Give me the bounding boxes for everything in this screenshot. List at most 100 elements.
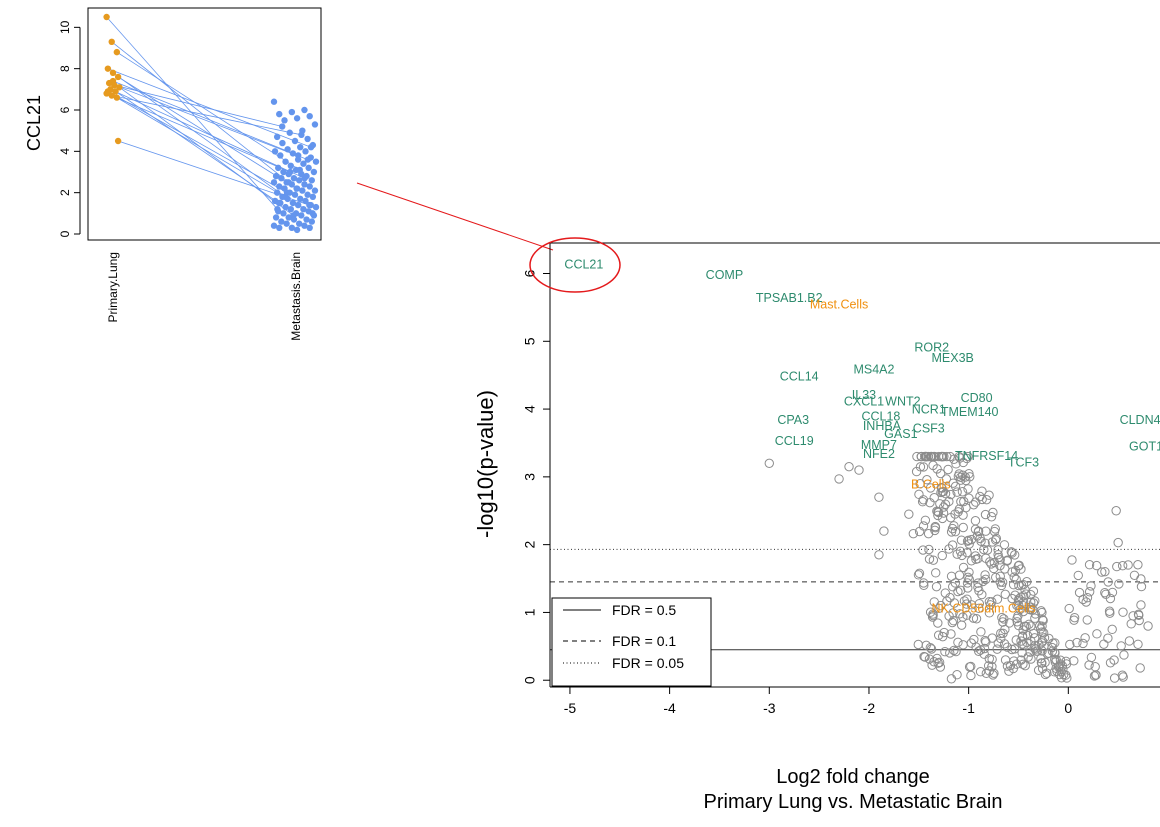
paired-line — [112, 72, 286, 198]
paired-x-label-primary: Primary.Lung — [106, 252, 120, 322]
gene-point — [1050, 648, 1060, 658]
volcano-x-tick-label: -4 — [663, 700, 676, 716]
gene-point — [992, 594, 1003, 604]
gene-point — [995, 555, 1005, 565]
gene-point — [948, 478, 958, 488]
paired-lines — [106, 16, 313, 216]
gene-point — [922, 475, 932, 485]
gene-point — [932, 464, 942, 474]
gene-point — [1056, 673, 1067, 683]
gene-point — [984, 490, 994, 500]
gene-point — [874, 550, 884, 560]
gene-point — [1056, 666, 1066, 677]
paired-line — [111, 41, 289, 183]
gene-point — [1010, 590, 1020, 600]
metastasis-point — [292, 210, 300, 217]
gene-point — [956, 620, 967, 630]
metastasis-point — [294, 201, 302, 209]
gene-point — [969, 634, 979, 645]
gene-label: CCL19 — [775, 434, 814, 448]
gene-point — [963, 484, 973, 494]
metastasis-point — [272, 172, 280, 180]
metastasis-point — [276, 183, 283, 190]
metastasis-point — [296, 177, 303, 184]
paired-y-axis-label: CCL21 — [24, 95, 44, 151]
volcano-plot-panel: -log10(p-value) 0 1 2 3 4 5 6 -5 -4 -3 -2 -1 0 CCL2… — [473, 237, 1160, 813]
gene-point — [924, 554, 935, 564]
gene-point — [958, 522, 968, 533]
gene-point — [966, 600, 977, 610]
metastasis-point — [280, 210, 287, 217]
gene-point — [996, 628, 1006, 639]
gene-label: CXCL1 — [844, 395, 884, 409]
gene-point — [1111, 506, 1121, 516]
metastasis-point — [281, 185, 288, 192]
metastasis-point — [282, 203, 289, 211]
gene-point — [834, 474, 844, 484]
metastasis-point — [282, 158, 289, 165]
gene-point — [1028, 586, 1039, 596]
gene-point — [957, 550, 967, 561]
gene-point — [1000, 589, 1010, 600]
gene-point — [970, 516, 981, 526]
gene-label: TCF3 — [1008, 456, 1039, 470]
metastasis-point — [283, 179, 290, 186]
gene-point — [959, 596, 970, 606]
gene-point — [1097, 567, 1107, 577]
gene-point — [1016, 564, 1026, 574]
gene-label: MEX3B — [932, 351, 974, 365]
gene-point — [933, 618, 943, 628]
gene-label: TNFRSF14 — [955, 449, 1018, 463]
gene-point — [1067, 555, 1077, 565]
gene-point — [918, 462, 929, 472]
gene-point — [919, 651, 929, 662]
paired-y-tick-label: 8 — [58, 65, 72, 72]
fdr-legend: FDR = 0.5 FDR = 0.1 FDR = 0.05 — [551, 597, 712, 687]
primary-point — [112, 88, 119, 95]
gene-point — [1124, 636, 1135, 646]
metastasis-point — [308, 177, 315, 184]
gene-point — [977, 589, 987, 600]
gene-point — [984, 608, 995, 618]
paired-line — [115, 91, 280, 204]
gene-point — [935, 468, 946, 479]
metastasis-point — [288, 181, 296, 188]
gene-point — [933, 630, 944, 640]
gene-point — [1022, 577, 1032, 587]
gene-point — [1084, 660, 1094, 670]
primary-point — [114, 73, 122, 81]
metastasis-point — [277, 199, 284, 207]
gene-point — [992, 644, 1002, 654]
gene-point — [1109, 655, 1119, 665]
gene-point — [962, 578, 973, 588]
gene-point — [1047, 642, 1057, 653]
paired-points — [103, 13, 320, 234]
gene-point — [1043, 648, 1054, 658]
gene-point — [1065, 639, 1075, 650]
paired-line — [112, 80, 299, 156]
gene-point — [1078, 638, 1088, 649]
gene-point — [1119, 650, 1129, 660]
gene-point — [1002, 642, 1013, 652]
metastasis-point — [293, 115, 301, 122]
gene-point — [991, 533, 1002, 544]
gene-point — [961, 502, 971, 513]
paired-plot-frame — [87, 7, 322, 241]
gene-point — [974, 603, 984, 614]
paired-line — [111, 95, 302, 136]
metastasis-point — [279, 139, 286, 147]
gene-point — [1029, 633, 1040, 643]
gene-point — [1086, 581, 1096, 591]
gene-point — [1028, 598, 1039, 608]
gene-point — [915, 479, 925, 489]
gene-point — [940, 499, 951, 509]
metastasis-point — [287, 206, 294, 213]
gene-point — [955, 585, 966, 596]
gene-point — [980, 538, 990, 548]
gene-point — [979, 544, 989, 555]
metastasis-point — [285, 170, 292, 178]
gene-point — [930, 522, 941, 533]
metastasis-point — [293, 226, 301, 234]
gene-point — [854, 465, 864, 475]
